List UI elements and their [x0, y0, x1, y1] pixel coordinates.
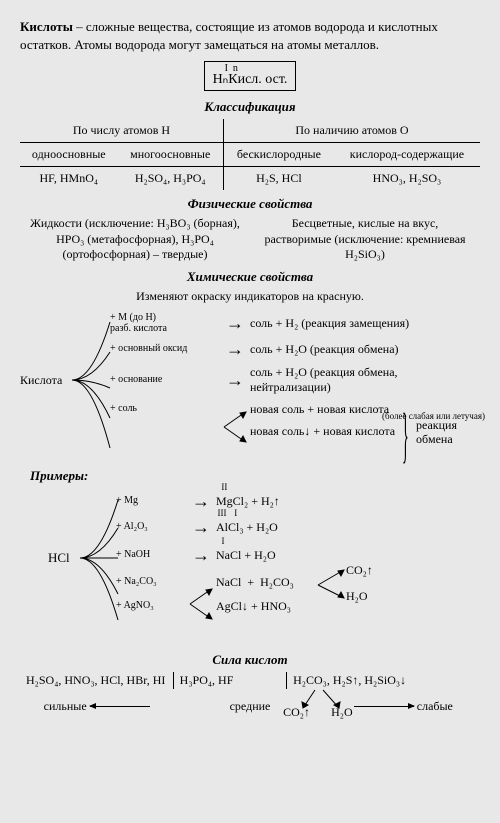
ex-row-naoh: + NaOH → NaCl + H₂O: [116, 540, 480, 570]
examples-scheme: HCl + Mg → MgCl₂ + H₂↑ + Al₂O₃ → AlCl₃ +…: [20, 488, 480, 638]
result: соль + H₂O (реакция обмена): [250, 342, 480, 356]
result: MgCl₂ + H₂↑: [216, 494, 480, 508]
ex-rows: + Mg → MgCl₂ + H₂↑ + Al₂O₃ → AlCl₃ + H₂O…: [116, 488, 480, 618]
strength-weak-text: H₂CO₃, H₂S↑, H₂SiO₃↓: [293, 673, 406, 687]
strength-mid: H₃PO₄, HF: [173, 672, 286, 689]
chem-title: Химические свойства: [20, 269, 480, 285]
chem-scheme: Кислота + М (до Н)разб. кислота → соль +…: [20, 310, 480, 460]
result: соль + H₂O (реакция обмена, нейтрализаци…: [250, 365, 480, 394]
class-poly: многоосновные: [118, 143, 224, 167]
class-ex-yes: HNO₃, H₂SO₃: [334, 167, 480, 191]
chem-row-oxide: + основный оксид → соль + H₂O (реакция о…: [110, 336, 480, 362]
arrow-icon: →: [220, 342, 250, 356]
term: Кислоты: [20, 19, 73, 34]
weak-co2: CO₂↑: [283, 704, 310, 721]
ov-al: Al: [216, 520, 228, 534]
salt-brace-label: реакция обмена: [416, 418, 480, 447]
class-ex-poly: H₂SO₄, H₃PO₄: [118, 167, 224, 191]
arrow-icon: →: [186, 520, 216, 534]
strength-axis: сильные средние слабые: [20, 699, 480, 714]
arrow-right-icon: [354, 706, 414, 707]
ex-branches-svg: [72, 488, 152, 638]
result: NaCl + H₂O: [216, 548, 480, 562]
class-yes-o: кислород-содержащие: [334, 143, 480, 167]
formula-box: I n HₙКисл. ост.: [204, 61, 297, 91]
examples-title: Примеры:: [30, 468, 480, 484]
ex-row-al2o3: + Al₂O₃ → AlCl₃ + H₂O: [116, 514, 480, 540]
arrow-icon: →: [220, 316, 250, 330]
class-col-h: По числу атомов Н: [20, 119, 223, 143]
weak-h2o: H₂O: [331, 704, 353, 721]
chem-row-base: + основание → соль + H₂O (реакция обмена…: [110, 362, 480, 398]
label-strong-text: сильные: [44, 699, 87, 713]
page: Кислоты – сложные вещества, состоящие из…: [0, 0, 500, 734]
definition: Кислоты – сложные вещества, состоящие из…: [20, 18, 480, 53]
phys-title: Физические свойства: [20, 196, 480, 212]
class-mono: одноосновные: [20, 143, 118, 167]
ov-mg: Mg: [216, 494, 233, 508]
chem-branches-svg: [62, 310, 142, 460]
strength-weak: H₂CO₃, H₂S↑, H₂SiO₃↓ CO₂↑ H₂O: [286, 672, 480, 689]
ex-row-na2co3: + Na₂CO₃ NaCl + H₂CO₃ CO₂↑ H₂O: [116, 570, 480, 594]
result: соль + H₂ (реакция замещения): [250, 316, 480, 330]
class-no-o: бескислородные: [223, 143, 333, 167]
chem-row-metal: + М (до Н)разб. кислота → соль + H₂ (реа…: [110, 310, 480, 336]
label-strong: сильные: [20, 699, 173, 714]
general-formula: I n HₙКисл. ост.: [20, 61, 480, 91]
class-ex-no: H₂S, HCl: [223, 167, 333, 191]
ov-na: Na: [216, 548, 230, 562]
salt-res-1: новая соль + новая кислота: [250, 402, 389, 416]
phys-right: Бесцветные, кислые на вкус, растворимые …: [250, 216, 480, 263]
phys-left: Жидкости (исключение: H₃BO₃ (борная), HP…: [20, 216, 250, 263]
decomp-co2: CO₂↑: [346, 563, 373, 577]
arrow-icon: →: [186, 494, 216, 508]
class-col-o: По наличию атомов О: [223, 119, 480, 143]
class-ex-mono: HF, HMnO₄: [20, 167, 118, 191]
chem-row-salt-1: + соль новая соль + новая кислота (более…: [110, 398, 480, 420]
ex-root: HCl: [48, 550, 70, 566]
ov-cl: Cl₃: [228, 520, 244, 534]
brace-icon: }: [402, 416, 409, 460]
classification-table: По числу атомов Н По наличию атомов О од…: [20, 119, 480, 190]
phys-props: Жидкости (исключение: H₃BO₃ (борная), HP…: [20, 216, 480, 263]
strength-strong: H₂SO₄, HNO₃, HCl, HBr, HI: [20, 672, 173, 689]
label-weak-text: слабые: [417, 699, 453, 713]
result: NaCl + H₂CO₃ CO₂↑ H₂O: [216, 575, 480, 589]
classification-title: Классификация: [20, 99, 480, 115]
strength-table: H₂SO₄, HNO₃, HCl, HBr, HI H₃PO₄, HF H₂CO…: [20, 672, 480, 689]
strength-title: Сила кислот: [20, 652, 480, 668]
arrow-icon: →: [220, 373, 250, 387]
result: AlCl₃ + H₂O: [216, 520, 480, 534]
formula-main: HₙКисл. ост.: [213, 73, 288, 87]
arrow-icon: →: [186, 548, 216, 562]
chem-root: Кислота: [20, 373, 62, 388]
definition-text: – сложные вещества, состоящие из атомов …: [20, 19, 438, 52]
decomp-h2o: H₂O: [346, 589, 368, 603]
arrow-left-icon: [90, 706, 150, 707]
ex-row-agno3: + AgNO₃ AgCl↓ + HNO₃: [116, 594, 480, 618]
chem-intro: Изменяют окраску индикаторов на красную.: [20, 289, 480, 304]
result: новая соль + новая кислота (более слабая…: [250, 402, 480, 416]
ex-row-mg: + Mg → MgCl₂ + H₂↑: [116, 488, 480, 514]
